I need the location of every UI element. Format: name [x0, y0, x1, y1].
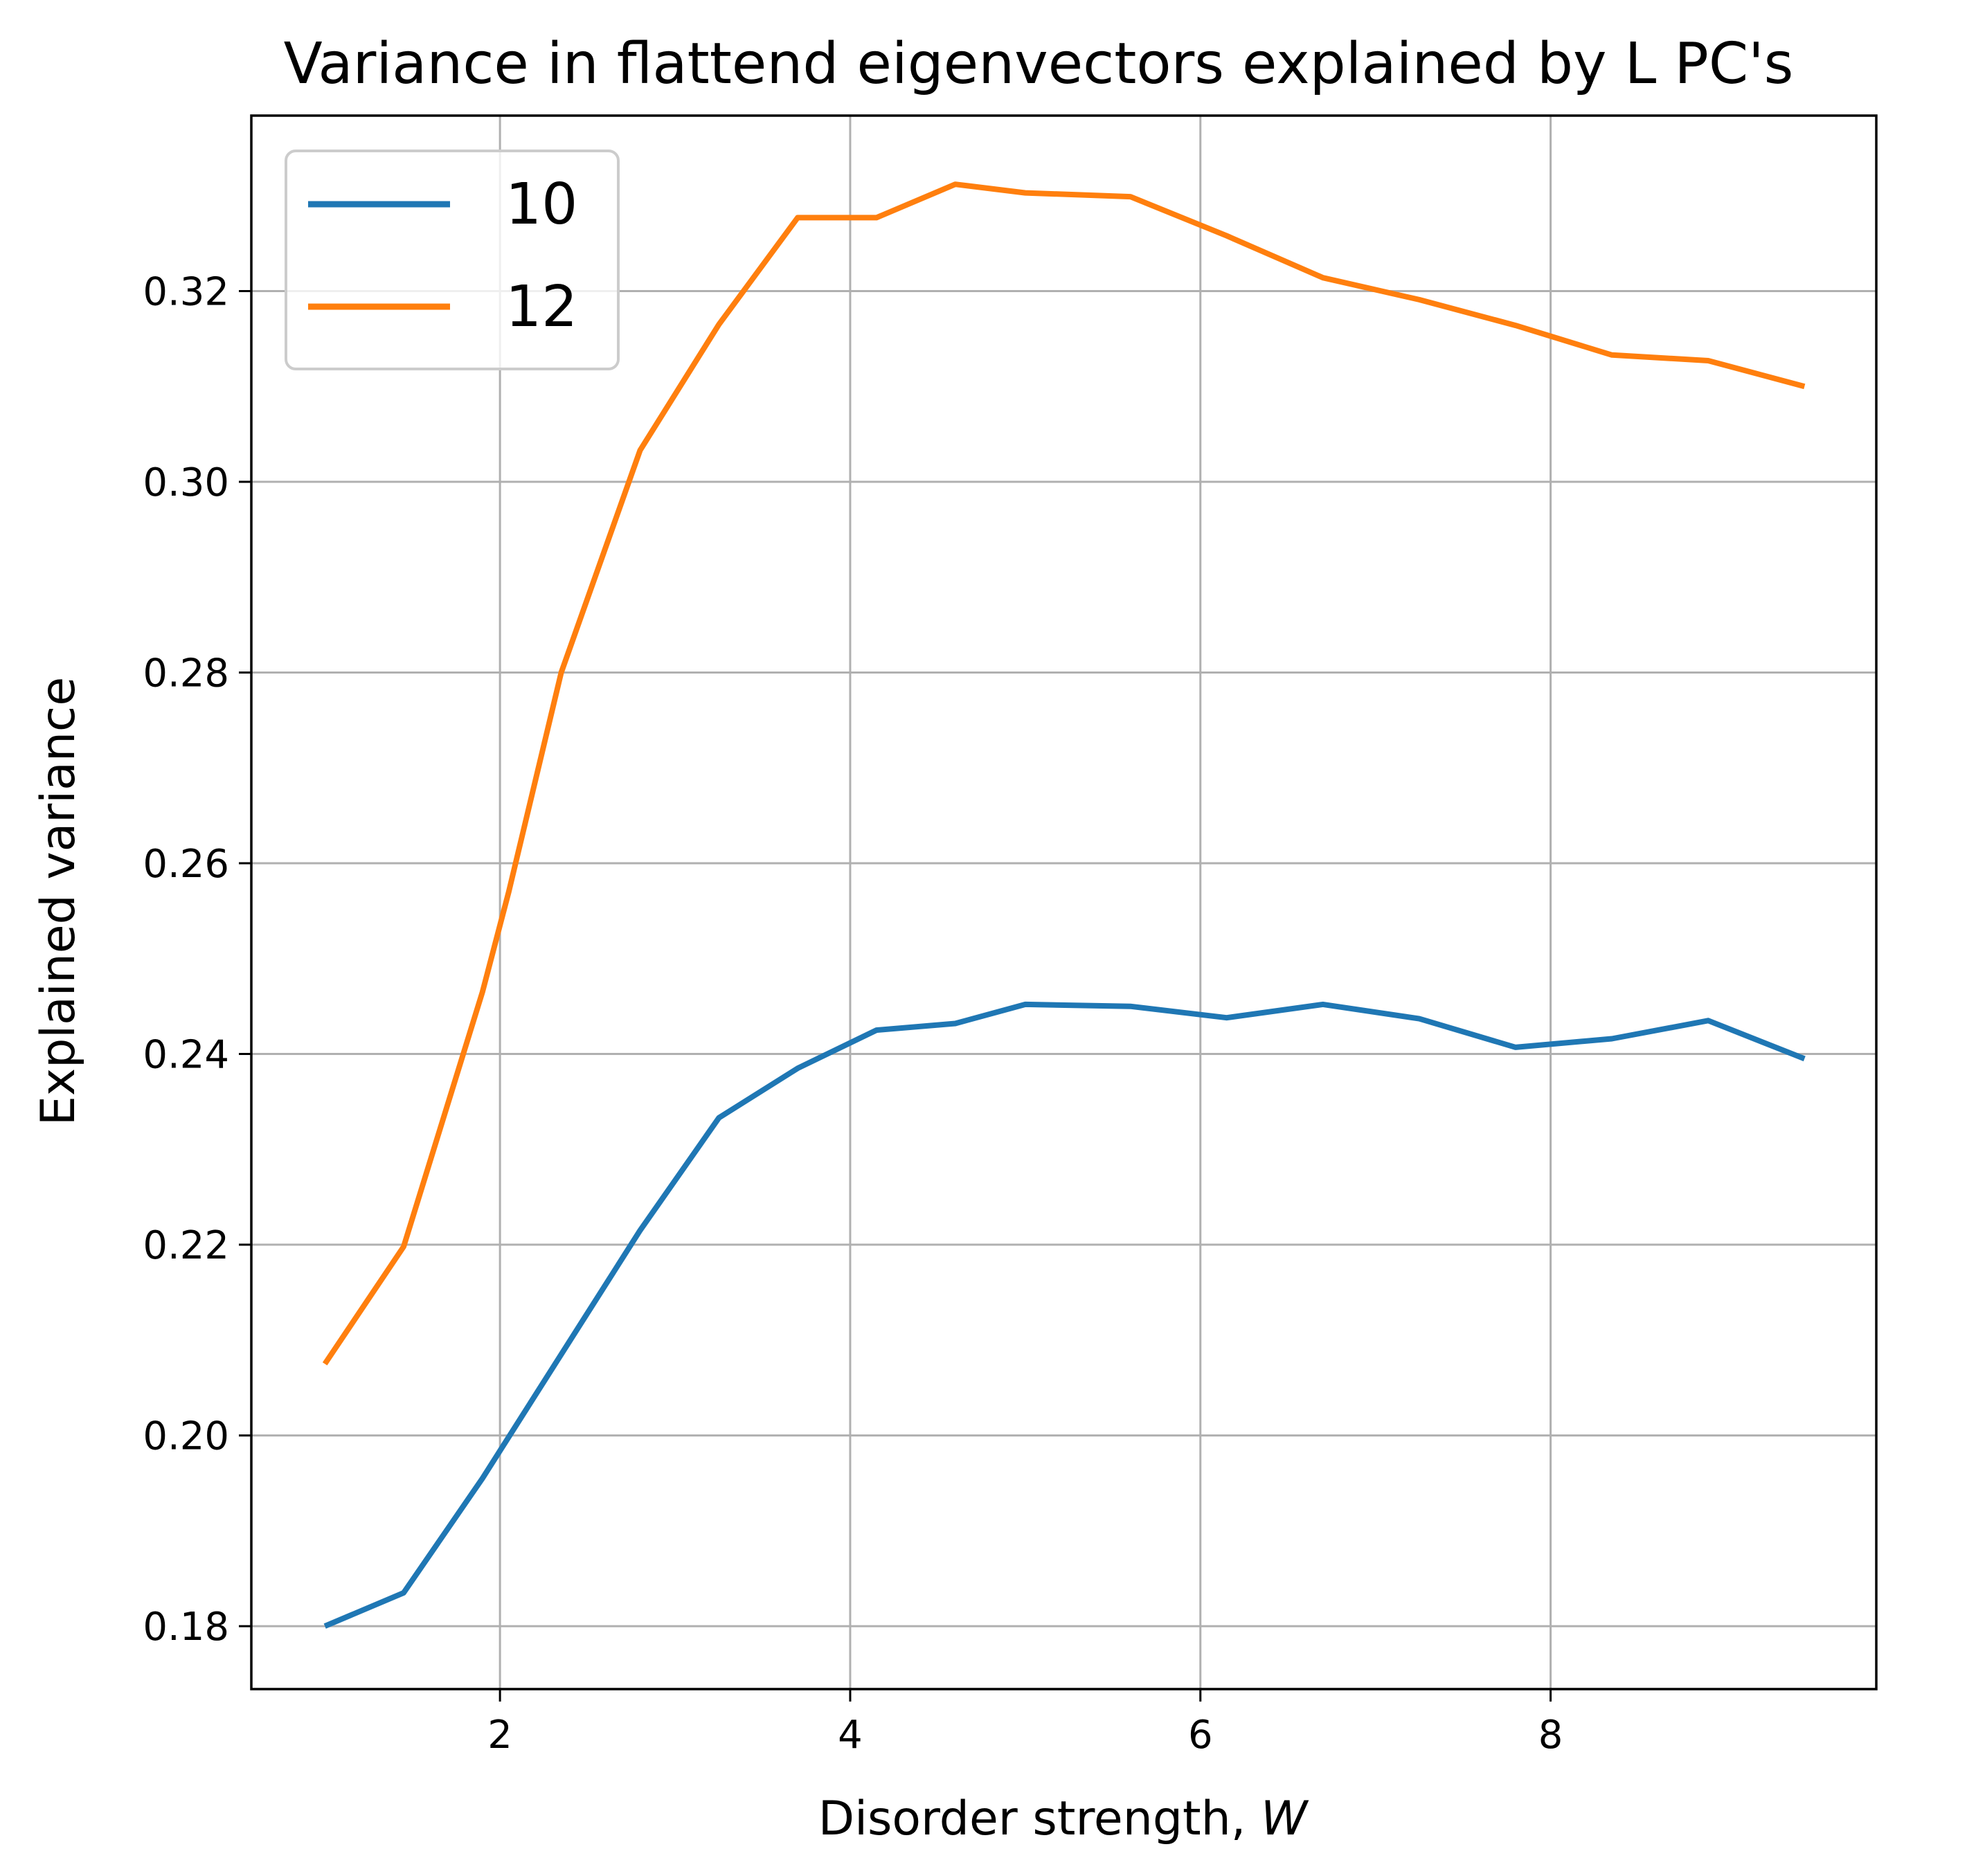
series-line-10: [323, 1001, 1806, 1629]
series-line-12: [322, 181, 1806, 1366]
y-axis-label: Explained variance: [31, 677, 86, 1126]
y-tick-label: 0.24: [143, 1033, 229, 1078]
series-lines: [322, 181, 1806, 1629]
x-tick-label: 4: [838, 1713, 863, 1758]
y-tick-label: 0.22: [143, 1223, 229, 1268]
legend-label-12: 12: [505, 274, 577, 340]
x-tick-label: 8: [1538, 1713, 1563, 1758]
legend: 10 12: [285, 150, 620, 370]
chart-title: Variance in flattend eigenvectors explai…: [284, 31, 1794, 97]
x-tick-label: 2: [487, 1713, 512, 1758]
grid: [251, 116, 1876, 1689]
y-tick-label: 0.30: [143, 460, 229, 505]
axis-ticks: 2 4 6 8 0.18 0.20 0.22 0.24 0.26 0.28 0.30 0.32: [143, 269, 1563, 1758]
x-axis-label-text: Disorder strength,: [818, 1792, 1261, 1846]
y-tick-label: 0.20: [143, 1414, 229, 1459]
y-tick-label: 0.32: [143, 269, 229, 314]
plot-frame: [250, 114, 1878, 1690]
x-axis-label-variable: W: [1261, 1792, 1309, 1846]
y-tick-label: 0.18: [143, 1605, 229, 1650]
x-axis-label: Disorder strength, W: [818, 1792, 1309, 1846]
y-tick-label: 0.26: [143, 842, 229, 887]
x-tick-label: 6: [1188, 1713, 1213, 1758]
legend-label-10: 10: [505, 172, 577, 237]
y-tick-label: 0.28: [143, 651, 229, 696]
